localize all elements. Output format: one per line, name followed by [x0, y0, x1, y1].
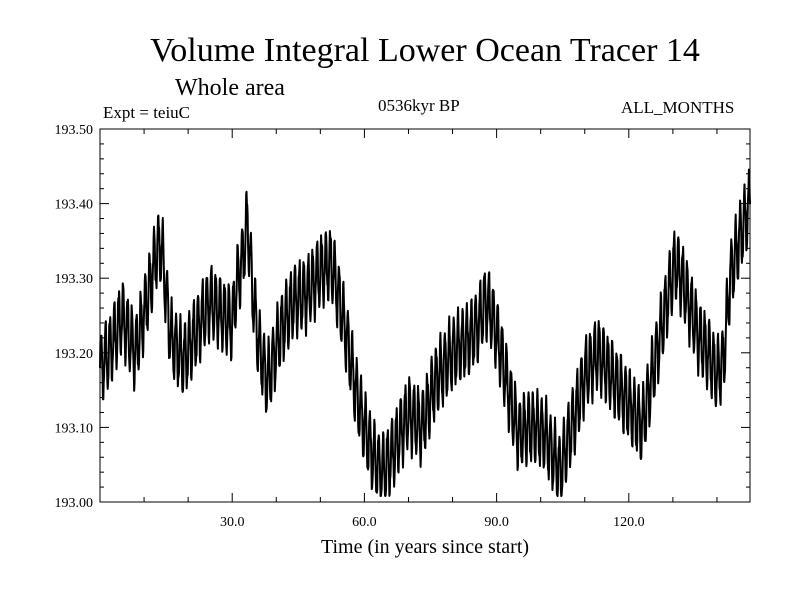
chart-subtitle: Whole area [175, 75, 285, 101]
experiment-label: Expt = teiuC [103, 103, 191, 122]
months-label: ALL_MONTHS [621, 98, 735, 117]
series-line [99, 168, 751, 498]
y-tick-label: 193.10 [55, 421, 94, 436]
y-tick-label: 193.50 [55, 123, 94, 138]
x-tick-label: 60.0 [352, 515, 377, 530]
y-tick-label: 193.30 [55, 272, 94, 287]
y-tick-label: 193.00 [55, 496, 94, 511]
y-tick-label: 193.40 [55, 198, 94, 213]
chart-title: Volume Integral Lower Ocean Tracer 14 [150, 32, 700, 69]
x-tick-label: 30.0 [220, 515, 245, 530]
plot-frame [99, 128, 751, 503]
y-tick-label: 193.20 [55, 347, 94, 362]
x-tick-label: 90.0 [484, 515, 509, 530]
x-axis-title: Time (in years since start) [320, 536, 530, 558]
period-label: 0536kyr BP [378, 96, 460, 115]
x-tick-label: 120.0 [613, 515, 645, 530]
